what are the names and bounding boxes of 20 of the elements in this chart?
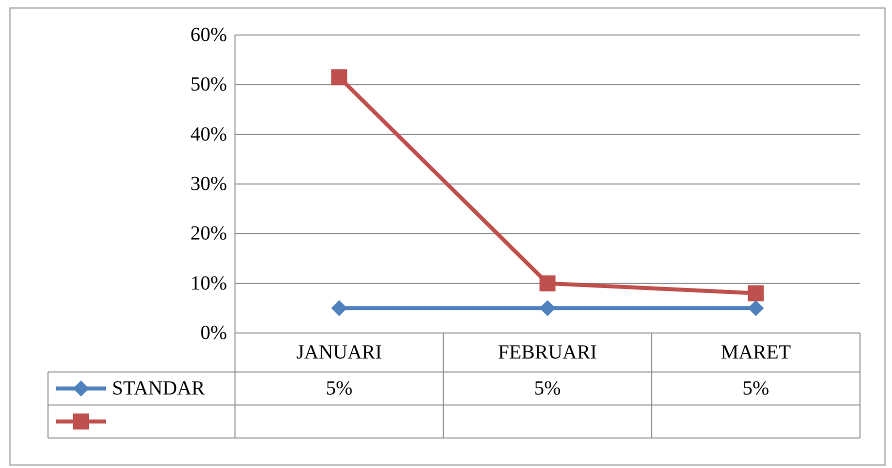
y-tick-label: 60%: [190, 24, 227, 46]
point: [748, 285, 764, 302]
x-tick-label: JANUARI: [296, 342, 382, 364]
point: [748, 300, 764, 316]
data-label: 5%: [742, 378, 770, 400]
point: [331, 300, 348, 316]
data-label: 5%: [326, 378, 353, 400]
y-tick-label: 10%: [190, 272, 227, 294]
data-label: 5%: [534, 378, 561, 400]
y-tick-label: 30%: [190, 173, 227, 195]
point: [540, 275, 556, 292]
y-tick-label: 0%: [200, 322, 227, 344]
y-tick-label: 50%: [190, 74, 227, 96]
point: [540, 300, 556, 316]
legend-label: STANDAR: [112, 378, 206, 400]
x-tick-label: MARET: [720, 342, 791, 364]
x-tick-label: FEBRUARI: [498, 342, 597, 364]
y-tick-label: 20%: [190, 222, 227, 245]
point: [331, 69, 348, 86]
y-tick-label: 40%: [190, 123, 227, 146]
